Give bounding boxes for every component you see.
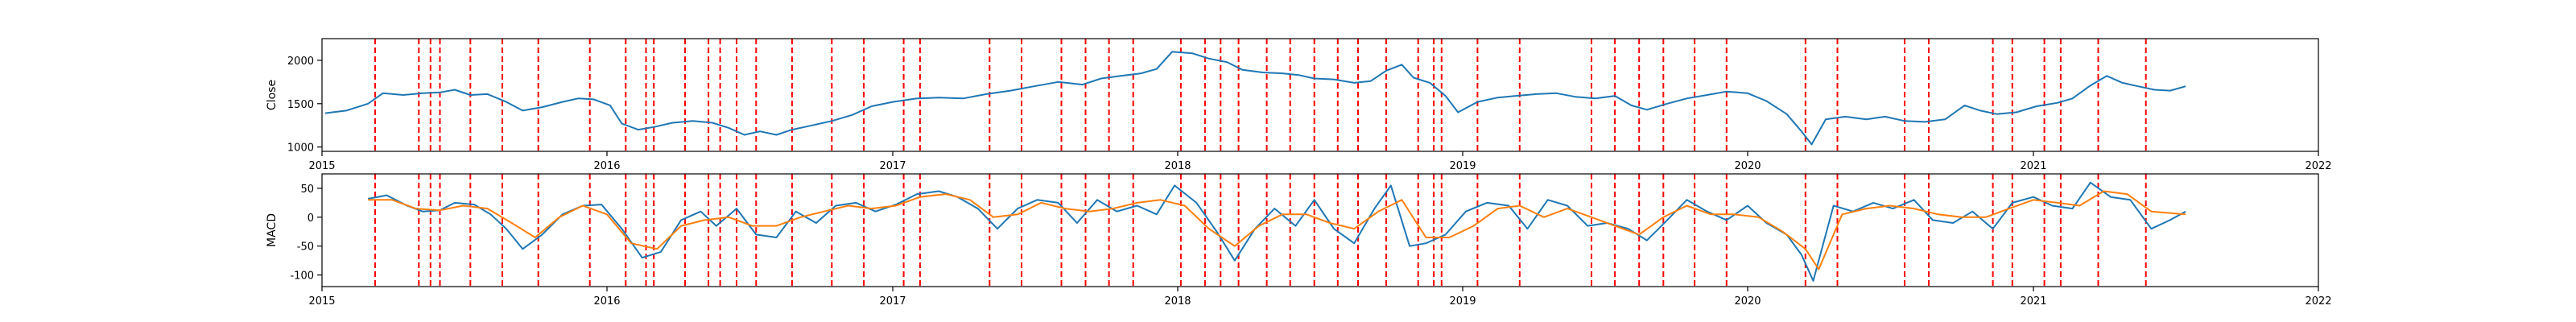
series-line-primary (324, 51, 2186, 146)
x-tick-label: 2017 (879, 160, 906, 172)
x-tick-label: 2020 (1734, 295, 1761, 308)
y-tick-label: 0 (308, 213, 314, 225)
y-tick-label: 50 (300, 184, 314, 196)
x-tick-label: 2016 (593, 160, 620, 172)
y-tick-label: 2000 (287, 56, 314, 68)
x-tick-label: 2016 (593, 295, 620, 308)
y-tick-label: 1500 (287, 99, 314, 111)
x-tick-label: 2021 (2020, 160, 2046, 172)
panel-close: 1000 1500 2000 2015 2016 2017 2018 2019 2020 2021… (266, 38, 2332, 172)
x-tick-label: 2018 (1164, 160, 1191, 172)
panels: 1000 1500 2000 2015 2016 2017 2018 2019 2020 2021… (266, 38, 2332, 308)
x-tick-label: 2017 (879, 295, 906, 308)
y-axis-label: MACD (266, 213, 279, 247)
series-line-signal (368, 190, 2186, 270)
x-tick-label: 2019 (1449, 160, 1476, 172)
axes-frame (321, 173, 2319, 287)
x-tick-label: 2021 (2020, 295, 2046, 308)
panel-macd: -100 -50 0 50 2015 2016 2017 2018 2019 2020 2021 20… (266, 173, 2332, 308)
y-tick-label: -50 (297, 242, 314, 254)
x-tick-label: 2015 (308, 160, 335, 172)
x-tick-label: 2015 (308, 295, 335, 308)
y-tick-label: 1000 (287, 142, 314, 155)
y-axis-label: Close (266, 80, 279, 110)
y-tick-label: -100 (290, 270, 314, 283)
x-tick-label: 2020 (1734, 160, 1761, 172)
x-tick-label: 2022 (2305, 160, 2331, 172)
axes-frame (321, 38, 2319, 152)
x-tick-label: 2022 (2305, 295, 2331, 308)
series-line-primary (368, 181, 2186, 282)
x-tick-label: 2019 (1449, 295, 1476, 308)
x-tick-label: 2018 (1164, 295, 1191, 308)
